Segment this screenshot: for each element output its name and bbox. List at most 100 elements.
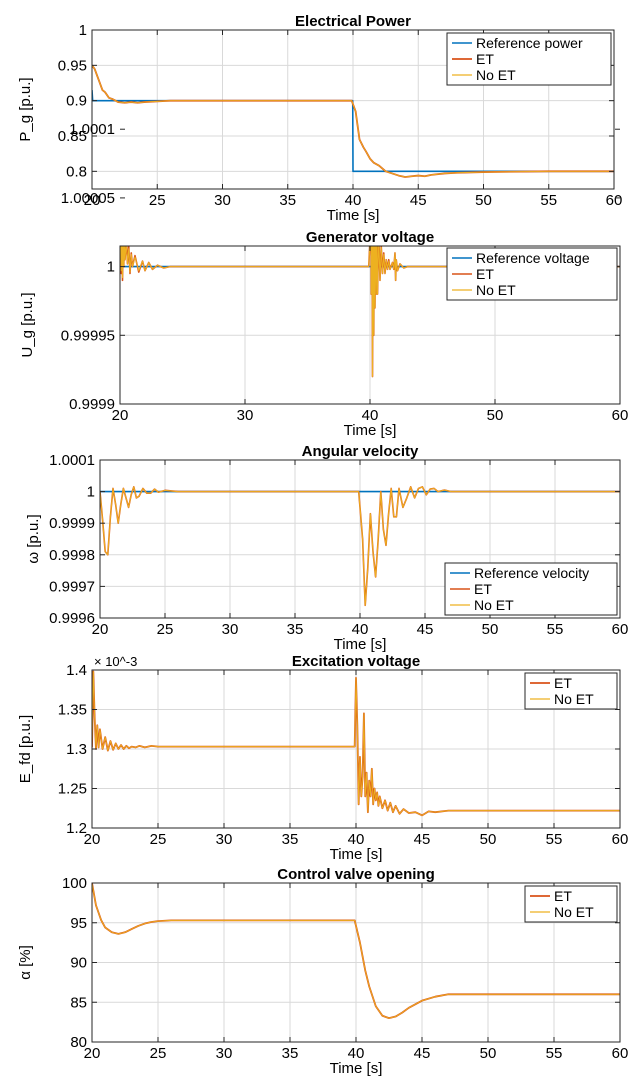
x-tick-label: 40 [362,407,379,424]
y-tick-label: 1.4 [66,662,87,679]
y-tick-label: 0.8 [66,163,87,180]
x-tick-label: 60 [612,831,629,848]
y-axis-label: P_g [p.u.] [17,77,34,141]
x-tick-label: 40 [352,621,369,638]
x-axis-label: Time [s] [344,422,397,439]
legend-label: ET [474,581,492,597]
y-tick-label: 80 [70,1034,87,1051]
y-tick-label: 90 [70,955,87,972]
legend-label: Reference power [476,35,583,51]
x-axis-label: Time [s] [327,207,380,224]
y-tick-label: 1.0001 [49,452,95,469]
y-tick-label: 1 [107,259,115,276]
x-tick-label: 40 [348,831,365,848]
x-tick-label: 60 [612,407,629,424]
chart-title: Electrical Power [295,13,411,30]
x-tick-label: 55 [546,831,563,848]
y-tick-label: 1.0001 [69,121,115,138]
y-tick-label: 0.9999 [49,515,95,532]
legend-label: ET [476,266,494,282]
x-tick-label: 25 [150,1045,167,1062]
x-tick-label: 30 [216,831,233,848]
y-axis-label: U_g [p.u.] [19,292,36,357]
legend-box [444,562,618,616]
x-tick-label: 25 [157,621,174,638]
y-tick-label: 0.9 [66,93,87,110]
x-tick-label: 40 [345,192,362,209]
x-tick-label: 55 [547,621,564,638]
legend-label: No ET [476,282,516,298]
y-tick-label: 100 [62,875,87,892]
y-tick-label: 85 [70,994,87,1011]
y-tick-label: 0.9996 [49,610,95,627]
x-tick-label: 50 [480,831,497,848]
y-tick-label: 1.00005 [61,190,115,207]
y-axis-label: ω [p.u.] [25,514,42,563]
chart-title: Angular velocity [302,443,419,460]
x-tick-label: 20 [112,407,129,424]
chart-panel-1: 20 25 30 35 40 45 50 55 60 0.8 0.85 0.9 0.95 1 Electri… [17,13,622,224]
x-tick-label: 20 [84,1045,101,1062]
y-tick-label: 0.95 [58,57,87,74]
legend-label: ET [554,888,572,904]
series-group [92,670,620,817]
x-axis-label: Time [s] [330,846,383,863]
legend-label: No ET [554,691,594,707]
legend-box [446,32,612,86]
series-group [100,486,620,607]
x-tick-label: 45 [414,1045,431,1062]
x-tick-label: 20 [84,831,101,848]
axis-exponent-label: × 10^-3 [94,654,137,669]
x-tick-label: 55 [540,192,557,209]
series-line-no-et [92,65,614,178]
y-tick-label: 1.25 [58,781,87,798]
x-tick-label: 40 [348,1045,365,1062]
x-tick-label: 20 [92,621,109,638]
x-tick-label: 50 [482,621,499,638]
y-tick-label: 0.85 [58,128,87,145]
x-tick-label: 60 [606,192,623,209]
legend-box [524,885,618,923]
legend-box [524,672,618,710]
x-tick-label: 30 [222,621,239,638]
legend-label: ET [554,675,572,691]
x-tick-label: 45 [417,621,434,638]
series-line-no-et [92,883,620,1019]
legend-label: Reference voltage [476,250,590,266]
legend-box [446,247,618,301]
x-tick-label: 45 [410,192,427,209]
x-tick-label: 50 [480,1045,497,1062]
y-tick-label: 0.9997 [49,578,95,595]
x-tick-label: 25 [149,192,166,209]
y-tick-label: 0.9998 [49,547,95,564]
chart-panel-5: 20 25 30 35 40 45 50 55 60 80 85 90 95 100 Control val… [17,866,628,1077]
legend-label: Reference velocity [474,565,589,581]
x-tick-label: 35 [282,1045,299,1062]
y-tick-label: 0.99995 [61,327,115,344]
x-tick-label: 30 [214,192,231,209]
series-line-no-et [120,246,620,378]
y-tick-label: 1.35 [58,702,87,719]
y-axis-label: E_fd [p.u.] [17,715,34,783]
x-tick-label: 50 [487,407,504,424]
y-tick-label: 1 [79,22,87,39]
x-tick-label: 35 [287,621,304,638]
legend-label: No ET [554,904,594,920]
series-group [92,883,620,1020]
x-axis-label: Time [s] [330,1060,383,1077]
y-tick-label: 1 [87,484,95,501]
series-line-no-et [92,671,620,816]
x-tick-label: 60 [612,1045,629,1062]
legend-label: No ET [474,597,514,613]
x-tick-label: 30 [216,1045,233,1062]
y-tick-label: 1.2 [66,820,87,837]
y-axis-label: α [%] [17,945,34,980]
chart-panel-3: 20 25 30 35 40 45 50 55 60 0.9996 0.9997 0.9998 0.99… [25,443,628,653]
x-tick-label: 60 [612,621,629,638]
legend-label: No ET [476,67,516,83]
y-tick-label: 0.9999 [69,396,115,413]
